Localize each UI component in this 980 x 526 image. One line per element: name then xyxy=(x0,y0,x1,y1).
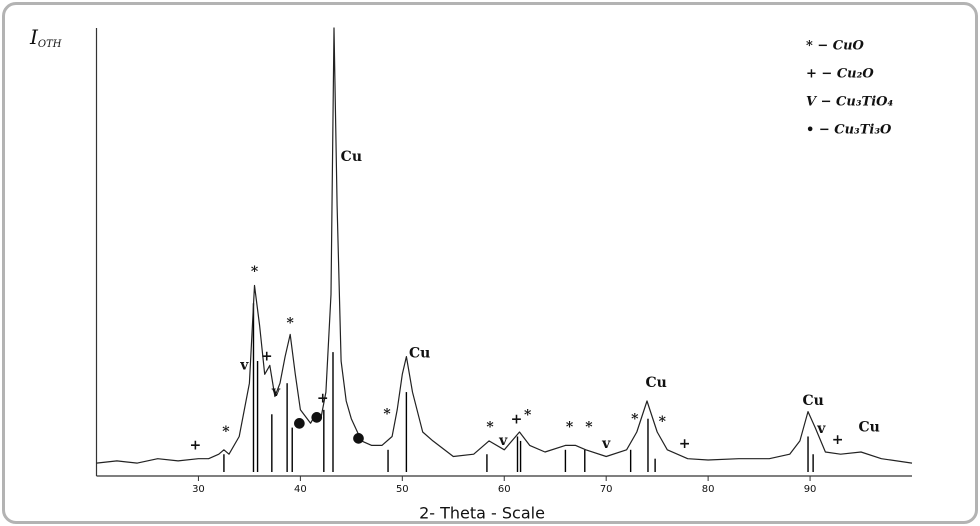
legend-entry: * − CuO xyxy=(806,39,865,54)
x-tick-label: 60 xyxy=(498,484,511,495)
legend-entry: • − Cu₃Ti₃O xyxy=(806,123,892,138)
legend-entry: V − Cu₃TiO₄ xyxy=(806,95,893,110)
peak-label: ● xyxy=(293,415,305,431)
peak-label: v xyxy=(271,384,281,400)
peak-label: v xyxy=(239,357,249,373)
peak-label: * xyxy=(287,315,295,331)
peak-label: * xyxy=(524,408,532,424)
legend-entry: + − Cu₂O xyxy=(806,67,874,82)
y-label-main: I xyxy=(29,25,39,49)
peak-label: + xyxy=(261,349,273,365)
peak-label: v xyxy=(816,421,826,437)
peak-label: Cu xyxy=(859,420,880,436)
peak-label: * xyxy=(585,420,593,436)
peak-label: * xyxy=(486,420,494,436)
peak-label: + xyxy=(317,391,329,407)
peak-label: Cu xyxy=(645,375,666,391)
peak-label: * xyxy=(383,406,391,422)
peak-label: + xyxy=(511,412,523,428)
peak-label: v xyxy=(498,433,508,449)
peak-label: + xyxy=(679,436,691,452)
x-tick-label: 40 xyxy=(294,484,307,495)
x-axis-label: 2- Theta - Scale xyxy=(419,504,545,523)
peak-label: * xyxy=(566,420,574,436)
x-tick-label: 50 xyxy=(396,484,409,495)
peak-label: Cu xyxy=(409,345,430,361)
peak-label: * xyxy=(222,424,230,440)
x-tick-label: 90 xyxy=(804,484,817,495)
y-label-sub: OTH xyxy=(38,39,62,50)
xrd-profile xyxy=(96,27,913,464)
peak-label: + xyxy=(832,432,844,448)
peak-label: v xyxy=(601,436,611,452)
peak-label: Cu xyxy=(802,393,823,409)
x-tick-label: 30 xyxy=(192,484,205,495)
peak-label: ● xyxy=(352,430,364,446)
peak-label: ● xyxy=(311,409,323,425)
peak-label: * xyxy=(659,414,667,430)
x-tick-label: 80 xyxy=(702,484,715,495)
peak-label: * xyxy=(251,264,259,280)
peak-label: * xyxy=(631,412,639,428)
peak-label: Cu xyxy=(341,149,362,165)
x-tick-label: 70 xyxy=(600,484,613,495)
y-axis-label: IOTH xyxy=(29,25,62,50)
peak-label: + xyxy=(190,437,202,453)
